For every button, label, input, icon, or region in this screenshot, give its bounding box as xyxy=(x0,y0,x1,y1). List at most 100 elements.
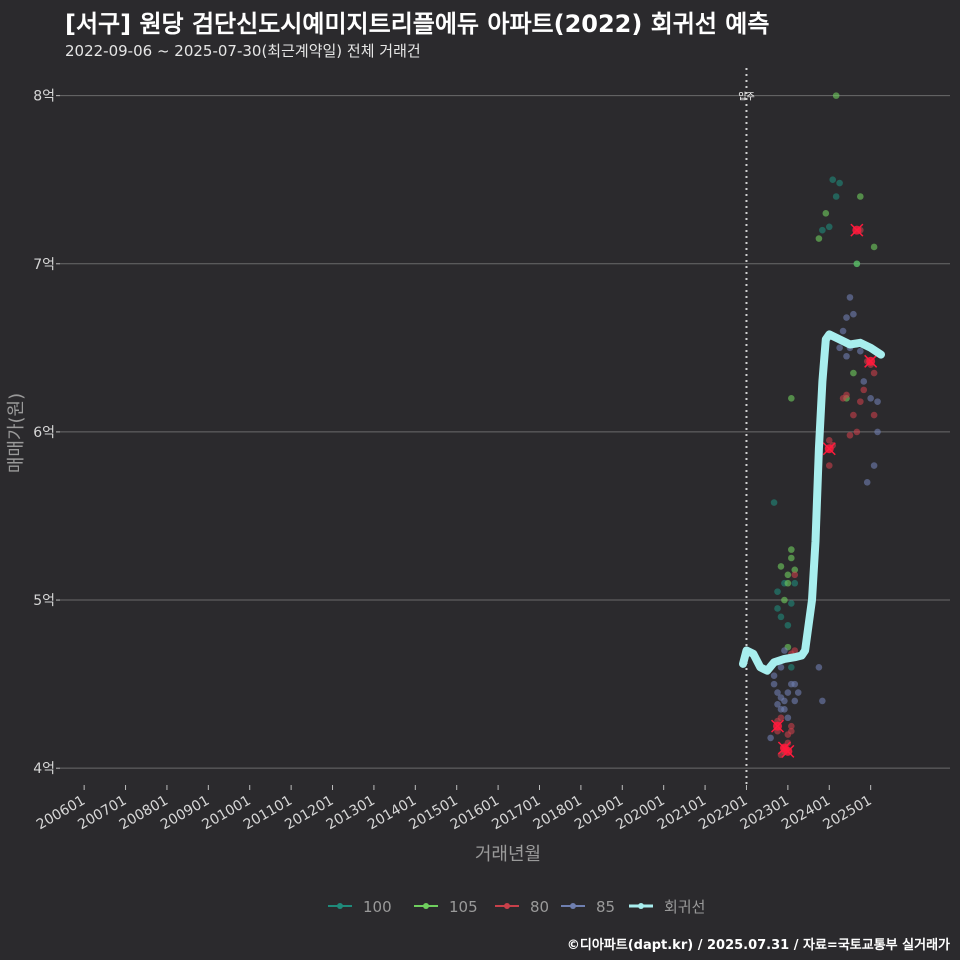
highlighted-points xyxy=(770,223,878,758)
data-point-105 xyxy=(857,193,864,200)
data-point-80 xyxy=(850,411,857,419)
data-point-105 xyxy=(777,563,785,570)
data-point-100 xyxy=(784,621,792,629)
data-point-80 xyxy=(846,431,854,439)
data-point-85 xyxy=(781,706,788,713)
legend-label: 100 xyxy=(363,898,392,916)
data-point-85 xyxy=(784,714,792,722)
y-axis-ticks: 4억 5억 6억 7억 8억 xyxy=(33,89,60,777)
data-point-85 xyxy=(770,680,778,688)
data-point-85 xyxy=(857,347,864,355)
data-point-80 xyxy=(788,727,795,735)
move-in-annotation: 입주 xyxy=(738,68,755,785)
highlight-cross xyxy=(864,354,878,368)
data-point-85 xyxy=(774,689,781,696)
data-point-85 xyxy=(860,378,868,385)
data-point-100 xyxy=(836,179,843,187)
data-point-85 xyxy=(819,697,826,705)
data-point-85 xyxy=(846,294,854,301)
data-point-85 xyxy=(850,310,857,318)
data-point-80 xyxy=(857,398,864,405)
data-point-100 xyxy=(832,193,840,200)
legend-label: 회귀선 xyxy=(664,898,705,916)
data-point-85 xyxy=(815,664,823,671)
y-tick-label: 8억 xyxy=(33,89,55,105)
data-point-100 xyxy=(774,605,781,612)
data-point-85 xyxy=(863,479,871,486)
data-point-85 xyxy=(770,672,778,680)
data-point-85 xyxy=(767,734,774,742)
data-point-105 xyxy=(784,579,792,587)
data-point-100 xyxy=(791,579,799,587)
data-point-105 xyxy=(788,546,795,553)
data-point-80 xyxy=(843,391,850,399)
data-point-100 xyxy=(788,600,795,607)
y-axis-title: 매매가(원) xyxy=(6,393,27,473)
legend-key-dot xyxy=(423,903,429,909)
data-point-85 xyxy=(774,700,781,708)
scatter-points xyxy=(767,92,881,759)
data-point-85 xyxy=(781,647,788,654)
data-point-105 xyxy=(781,596,788,604)
regression-path xyxy=(739,330,885,675)
data-point-85 xyxy=(843,314,850,321)
chart-subtitle: 2022-09-06 ~ 2025-07-30(최근계약일) 전체 거래건 xyxy=(65,42,421,60)
data-point-80 xyxy=(870,411,878,419)
highlight-cross xyxy=(770,719,785,733)
data-point-85 xyxy=(791,680,799,688)
data-point-105 xyxy=(870,243,878,251)
data-point-85 xyxy=(791,697,799,705)
data-point-85 xyxy=(836,344,843,352)
x-axis-title: 거래년월 xyxy=(475,844,541,865)
data-point-100 xyxy=(770,499,778,506)
data-point-80 xyxy=(860,386,868,394)
data-point-100 xyxy=(788,664,795,671)
data-point-100 xyxy=(774,588,781,595)
data-point-105 xyxy=(832,92,840,99)
data-point-105 xyxy=(788,394,795,402)
data-point-105 xyxy=(788,554,795,562)
data-point-85 xyxy=(784,689,792,696)
data-point-105 xyxy=(815,235,823,242)
legend: 100 105 80 85 회귀선 xyxy=(328,898,705,916)
legend-label: 85 xyxy=(596,898,615,916)
data-point-85 xyxy=(874,398,881,405)
data-point-105 xyxy=(850,369,857,377)
data-point-100 xyxy=(777,613,785,621)
data-point-80 xyxy=(791,571,799,579)
data-point-85 xyxy=(874,428,881,436)
data-point-80 xyxy=(791,647,799,654)
legend-key-dot xyxy=(570,903,576,909)
legend-key-dot xyxy=(504,903,510,909)
data-point-85 xyxy=(781,697,788,705)
data-point-80 xyxy=(825,462,833,469)
source-caption: ©디아파트(dapt.kr) / 2025.07.31 / 자료=국토교통부 실… xyxy=(566,938,950,953)
data-point-80 xyxy=(788,722,795,730)
data-point-85 xyxy=(794,689,802,696)
data-point-85 xyxy=(867,394,874,402)
move-in-label: 입주 xyxy=(738,91,755,103)
data-point-105 xyxy=(784,571,792,579)
data-point-80 xyxy=(777,714,785,722)
grid-lines xyxy=(60,95,950,769)
data-point-80 xyxy=(870,369,878,377)
y-tick-label: 5억 xyxy=(33,593,55,609)
chart-title: [서구] 원당 검단신도시예미지트리플에듀 아파트(2022) 회귀선 예측 xyxy=(65,10,770,38)
y-tick-label: 6억 xyxy=(33,425,55,441)
legend-label: 105 xyxy=(449,898,478,916)
highlight-cross xyxy=(850,223,864,237)
legend-key-dot xyxy=(638,903,644,909)
data-point-85 xyxy=(777,664,785,671)
y-tick-label: 4억 xyxy=(33,761,55,777)
data-point-85 xyxy=(870,462,878,469)
highlight-cross xyxy=(781,744,795,758)
data-point-100 xyxy=(819,226,826,234)
data-point-105 xyxy=(822,210,830,217)
data-point-80 xyxy=(825,437,833,444)
legend-label: 80 xyxy=(530,898,549,916)
data-point-100 xyxy=(829,176,837,183)
data-point-105 xyxy=(853,260,861,268)
data-point-85 xyxy=(839,327,847,335)
x-axis-ticks: 2006012007012008012009012010012011012012… xyxy=(34,785,875,833)
